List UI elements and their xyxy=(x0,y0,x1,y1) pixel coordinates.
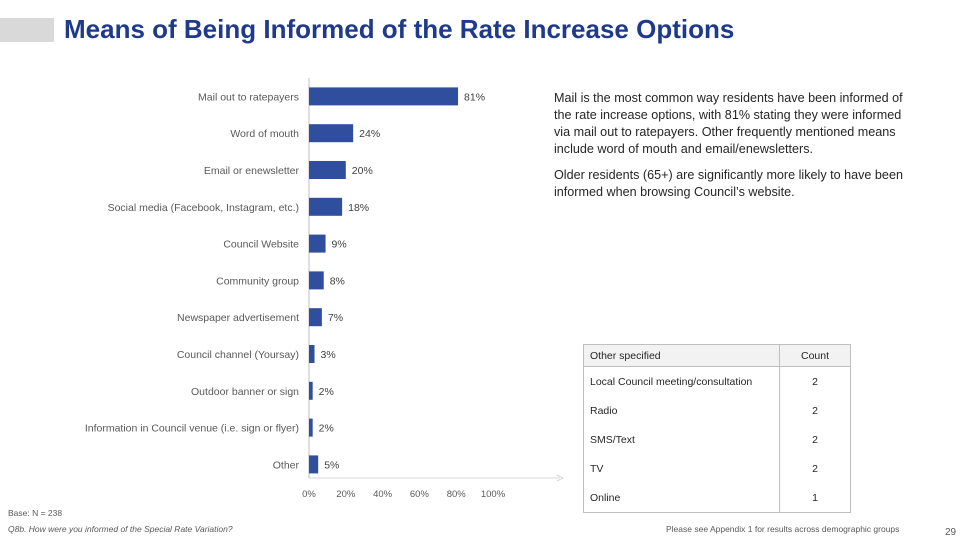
table-row: SMS/Text 2 xyxy=(584,425,850,454)
category-label: Council channel (Yoursay) xyxy=(177,349,299,361)
table-row: Online 1 xyxy=(584,483,850,512)
data-label: 2% xyxy=(319,423,334,435)
bar xyxy=(309,197,343,216)
table-cell-response: Radio xyxy=(590,404,618,417)
x-tick-label: 0% xyxy=(302,489,316,500)
base-note: Base: N = 238 xyxy=(8,508,63,518)
table-row: Local Council meeting/consultation 2 xyxy=(584,366,850,396)
page-title: Means of Being Informed of the Rate Incr… xyxy=(64,14,735,44)
page-number: 29 xyxy=(945,527,957,538)
category-label: Council Website xyxy=(223,239,299,251)
category-label: Other xyxy=(273,459,300,471)
data-label: 3% xyxy=(321,349,336,361)
table-cell-count: 1 xyxy=(779,483,850,512)
table-row: TV 2 xyxy=(584,454,850,483)
title-accent-bar xyxy=(0,18,54,42)
bar xyxy=(309,87,459,106)
data-label: 8% xyxy=(330,275,345,287)
axis-arrow-icon xyxy=(556,474,565,482)
bar xyxy=(309,345,315,363)
table-cell-response: TV xyxy=(590,462,604,475)
category-label: Newspaper advertisement xyxy=(177,312,299,324)
bar xyxy=(309,418,313,437)
table-cell-count: 2 xyxy=(779,396,850,425)
bar xyxy=(309,455,319,474)
table-cell-count: 2 xyxy=(779,425,850,454)
data-label: 24% xyxy=(359,128,380,140)
other-specified-table: Other specified Count Local Council meet… xyxy=(583,344,851,513)
table-cell-count: 2 xyxy=(779,366,850,396)
bar xyxy=(309,124,354,143)
data-label: 5% xyxy=(324,459,339,471)
table-cell-response: Online xyxy=(590,491,621,504)
x-tick-label: 40% xyxy=(373,489,393,500)
table-header-row: Other specified Count xyxy=(584,345,850,367)
bar xyxy=(309,271,324,290)
data-label: 2% xyxy=(319,386,334,398)
summary-text: Mail is the most common way residents ha… xyxy=(554,90,916,210)
data-label: 20% xyxy=(352,165,373,177)
data-label: 18% xyxy=(348,202,369,214)
category-label: Information in Council venue (i.e. sign … xyxy=(85,423,299,435)
x-tick-label: 60% xyxy=(410,489,430,500)
category-label: Community group xyxy=(216,275,299,287)
data-label: 9% xyxy=(332,239,347,251)
x-tick-label: 100% xyxy=(481,489,506,500)
bar xyxy=(309,381,313,400)
x-tick-label: 20% xyxy=(336,489,356,500)
appendix-note: Please see Appendix 1 for results across… xyxy=(666,524,900,534)
category-label: Word of mouth xyxy=(230,128,299,140)
summary-paragraph-2: Older residents (65+) are significantly … xyxy=(554,168,903,199)
category-label: Mail out to ratepayers xyxy=(198,91,299,103)
table-header-count: Count xyxy=(779,345,850,367)
bar xyxy=(309,308,322,327)
table-cell-count: 2 xyxy=(779,454,850,483)
question-note: Q8b. How were you informed of the Specia… xyxy=(8,524,233,534)
table-cell-response: Local Council meeting/consultation xyxy=(590,375,753,388)
table-row: Radio 2 xyxy=(584,396,850,425)
data-label: 81% xyxy=(464,91,485,103)
table-cell-response: SMS/Text xyxy=(590,433,635,446)
table-header-other: Other specified xyxy=(584,345,780,367)
bar xyxy=(309,234,326,253)
category-label: Social media (Facebook, Instagram, etc.) xyxy=(108,202,299,214)
category-label: Email or enewsletter xyxy=(204,165,300,177)
summary-paragraph-1: Mail is the most common way residents ha… xyxy=(554,91,903,156)
category-label: Outdoor banner or sign xyxy=(191,386,299,398)
data-label: 7% xyxy=(328,312,343,324)
bar xyxy=(309,161,346,179)
x-tick-label: 80% xyxy=(447,489,467,500)
